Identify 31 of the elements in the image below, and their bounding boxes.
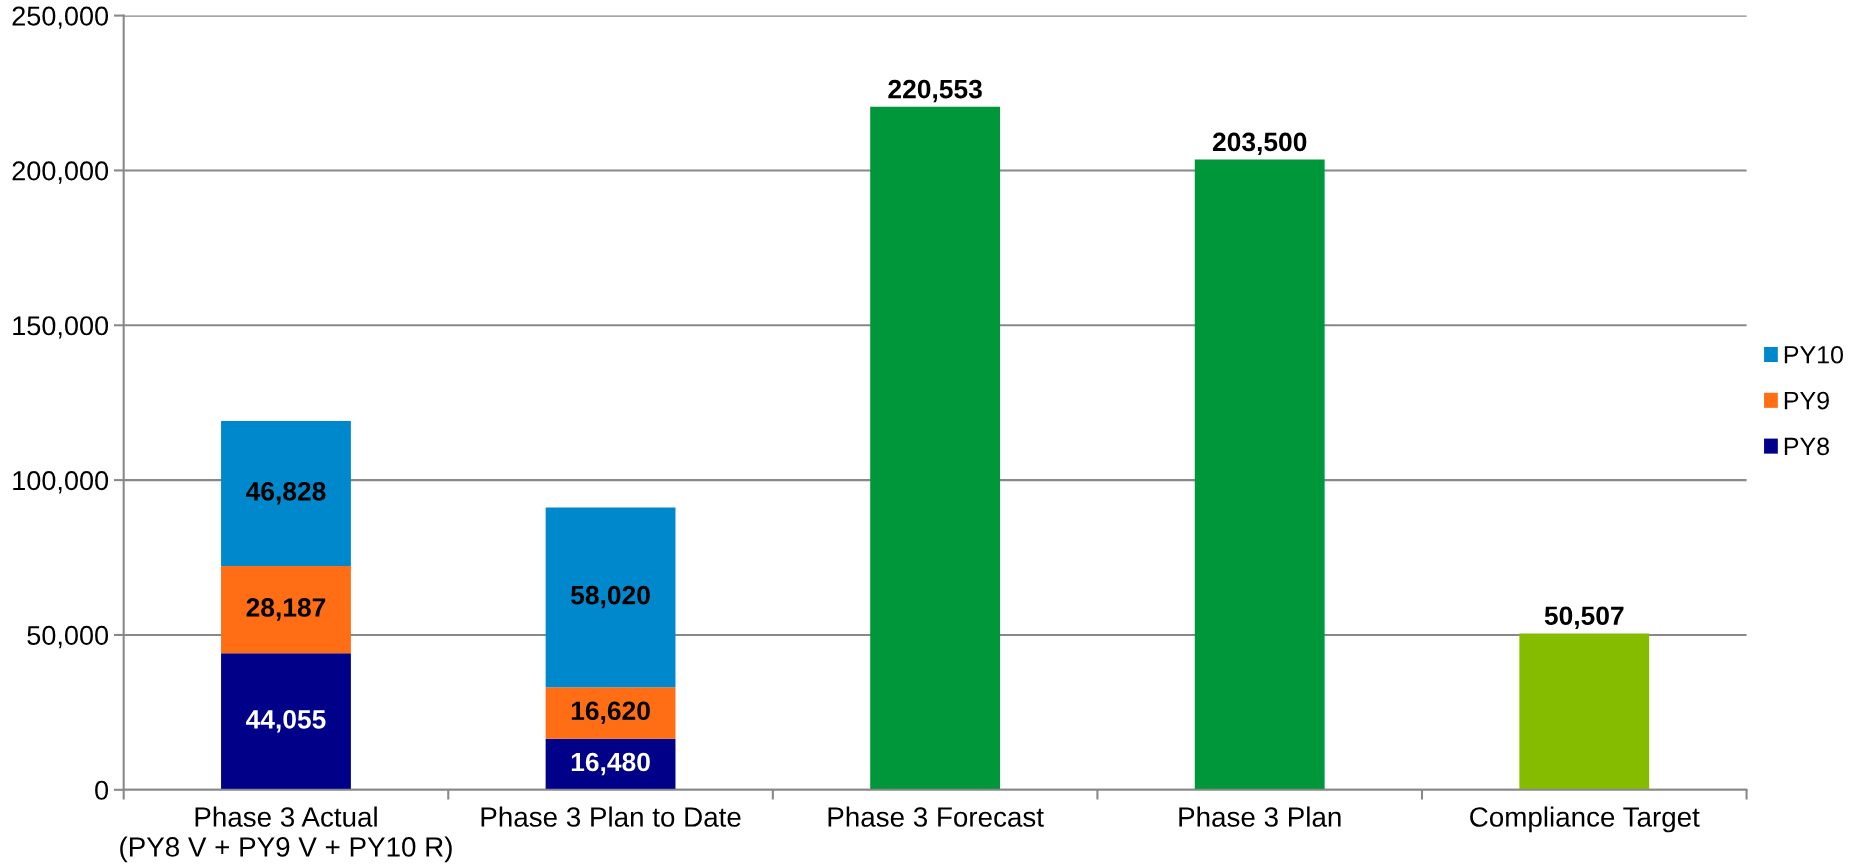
legend-label: PY9 — [1784, 391, 1829, 410]
x-tick-label: Phase 3 Actual (PY8 V + PY9 V + PY10 R) — [120, 806, 452, 863]
data-label: 50,507 — [1544, 606, 1624, 629]
bar — [1519, 633, 1650, 790]
data-label: 44,055 — [246, 709, 326, 733]
bar — [221, 566, 351, 654]
data-label: 203,500 — [1212, 132, 1307, 156]
y-tick-label: 0 — [95, 780, 109, 800]
y-tick-label: 200,000 — [12, 161, 109, 184]
bar — [1194, 159, 1325, 790]
y-tick-label: 100,000 — [13, 471, 109, 494]
y-tick-label: 50,000 — [27, 625, 109, 649]
data-label: 16,480 — [571, 752, 650, 776]
x-tick-label: Phase 3 Plan — [1179, 806, 1341, 827]
bar — [870, 106, 1001, 790]
data-label: 220,553 — [888, 79, 982, 103]
x-tick-label: Phase 3 Plan to Date — [481, 806, 741, 827]
x-tick-label: Compliance Target — [1470, 806, 1700, 833]
data-label: 28,187 — [246, 598, 326, 621]
bar — [221, 653, 351, 790]
y-tick-label: 250,000 — [12, 6, 109, 29]
bar — [545, 687, 676, 739]
bar — [221, 421, 351, 567]
data-label: 16,620 — [571, 701, 650, 724]
y-tick-label: 150,000 — [13, 316, 109, 339]
bar — [545, 507, 676, 688]
data-label: 58,020 — [571, 585, 650, 609]
legend-label: PY10 — [1784, 345, 1843, 364]
data-label: 46,828 — [246, 481, 326, 505]
x-tick-label: Phase 3 Forecast — [828, 806, 1044, 827]
legend-label: PY8 — [1784, 437, 1829, 456]
